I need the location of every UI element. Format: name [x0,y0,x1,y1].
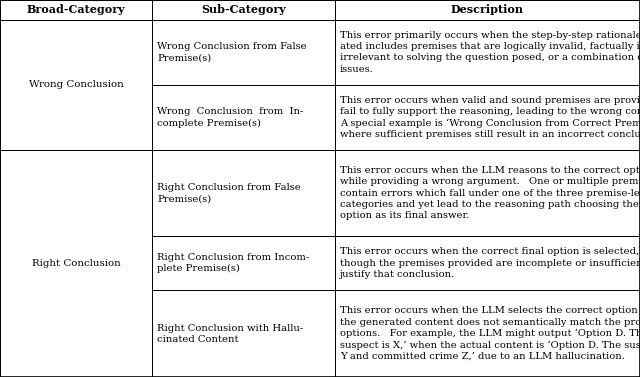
Bar [152,236,335,290]
Bar [0,150,152,377]
Bar [0,0,640,20]
Text: Wrong Conclusion: Wrong Conclusion [29,80,124,89]
Bar [335,20,640,85]
Text: Right Conclusion with Hallu-
cinated Content: Right Conclusion with Hallu- cinated Con… [157,323,303,344]
Text: Right Conclusion from Incom-
plete Premise(s): Right Conclusion from Incom- plete Premi… [157,253,309,273]
Text: This error occurs when the LLM reasons to the correct option
while providing a w: This error occurs when the LLM reasons t… [340,166,640,220]
Text: This error primarily occurs when the step-by-step rationale gener-
ated includes: This error primarily occurs when the ste… [340,31,640,74]
Text: Wrong Conclusion from False
Premise(s): Wrong Conclusion from False Premise(s) [157,42,307,63]
Bar [152,290,335,377]
Bar [335,290,640,377]
Text: Broad-Category: Broad-Category [27,5,125,15]
Bar [152,20,335,85]
Bar [0,20,152,150]
Text: Right Conclusion from False
Premise(s): Right Conclusion from False Premise(s) [157,183,301,203]
Bar [152,150,335,236]
Text: Description: Description [451,5,524,15]
Bar [335,150,640,236]
Text: This error occurs when valid and sound premises are provided but
fail to fully s: This error occurs when valid and sound p… [340,96,640,139]
Text: Right Conclusion: Right Conclusion [31,259,120,268]
Text: Wrong  Conclusion  from  In-
complete Premise(s): Wrong Conclusion from In- complete Premi… [157,107,303,128]
Text: Sub-Category: Sub-Category [201,5,286,15]
Text: This error occurs when the LLM selects the correct option but
the generated cont: This error occurs when the LLM selects t… [340,307,640,361]
Text: This error occurs when the correct final option is selected, even
though the pre: This error occurs when the correct final… [340,247,640,279]
Bar [335,85,640,150]
Bar [152,85,335,150]
Bar [335,236,640,290]
